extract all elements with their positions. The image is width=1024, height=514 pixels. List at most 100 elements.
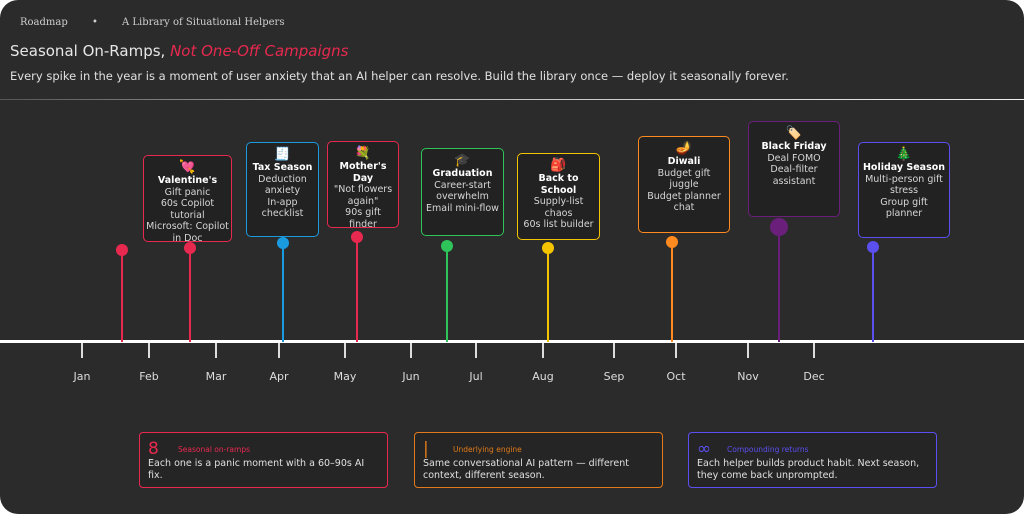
event-card: 💐 Mother's Day "Not flowers again" 90s gift … bbox=[327, 141, 399, 230]
event-line: Career-start bbox=[434, 179, 491, 191]
month-tick bbox=[613, 343, 615, 358]
event-line: assistant bbox=[772, 175, 816, 187]
page-title: Seasonal On-Ramps, Not One-Off Campaigns bbox=[10, 42, 348, 60]
event-title: Mother's Day bbox=[339, 161, 387, 184]
breadcrumb-section: A Library of Situational Helpers bbox=[122, 17, 285, 28]
stat-value: ∞ bbox=[697, 439, 712, 459]
event-line: Deduction bbox=[258, 173, 307, 185]
stat-value: | bbox=[423, 439, 429, 459]
pin-stem bbox=[282, 243, 284, 342]
month-tick bbox=[675, 343, 677, 358]
pin-dot bbox=[770, 218, 788, 236]
pin-stem bbox=[189, 248, 191, 342]
pin-dot bbox=[116, 244, 128, 256]
event-title: Holiday Season bbox=[862, 162, 946, 173]
event-line: 60s Copilot bbox=[160, 198, 215, 209]
stat-label: Underlying engine bbox=[453, 445, 522, 454]
event-card: 🧾 Tax Season Deduction anxiety In-app checkli… bbox=[246, 142, 319, 237]
event-icon: 🧾 bbox=[274, 147, 291, 162]
pin-stem bbox=[121, 250, 123, 342]
event-line: chat bbox=[673, 202, 695, 213]
event-line: "Not flowers bbox=[333, 184, 393, 195]
event-line: Deal FOMO bbox=[767, 152, 821, 164]
event-line: Group gift bbox=[880, 196, 928, 208]
pin-dot bbox=[867, 241, 879, 253]
title-main: Seasonal On-Ramps, bbox=[10, 42, 171, 60]
month-label: Sep bbox=[603, 370, 625, 383]
event-line: juggle bbox=[669, 179, 699, 190]
event-line: Supply-list bbox=[533, 196, 584, 207]
event-line: planner bbox=[885, 208, 923, 219]
event-line: 90s gift finder bbox=[345, 207, 381, 230]
event-title: Black Friday bbox=[761, 141, 827, 152]
month-label: Jun bbox=[402, 370, 420, 383]
pin-dot bbox=[184, 242, 196, 254]
month-label: Jul bbox=[469, 370, 483, 383]
event-line: overwhelm bbox=[436, 191, 489, 202]
pin-stem bbox=[356, 237, 358, 342]
pin-stem bbox=[778, 227, 780, 342]
event-line: stress bbox=[889, 185, 919, 196]
event-line: Multi-person gift bbox=[865, 173, 943, 185]
event-card: 🎄 Holiday Season Multi-person gift stress Gr… bbox=[858, 142, 950, 238]
title-accent: Not One-Off Campaigns bbox=[170, 42, 349, 60]
pin-dot bbox=[351, 231, 363, 243]
timeline-axis bbox=[0, 340, 1024, 343]
month-label: Oct bbox=[666, 370, 686, 383]
month-tick bbox=[81, 343, 83, 358]
month-label: Feb bbox=[139, 370, 159, 383]
month-label: Mar bbox=[205, 370, 227, 383]
month-label: Nov bbox=[737, 370, 759, 383]
stat-label: Seasonal on-ramps bbox=[178, 445, 250, 454]
event-title: Valentine's bbox=[157, 175, 218, 186]
event-line: In-app bbox=[267, 196, 298, 208]
event-title: Tax Season bbox=[252, 162, 313, 173]
event-card: 💘 Valentine's Gift panic 60s Copilot tutoria… bbox=[143, 155, 232, 244]
event-icon: 🎓 bbox=[454, 153, 471, 168]
month-tick bbox=[344, 343, 346, 358]
event-line: in Doc bbox=[172, 232, 203, 244]
pin-stem bbox=[547, 248, 549, 342]
pin-stem bbox=[872, 247, 874, 342]
event-icon: 🎒 bbox=[550, 158, 567, 173]
month-tick bbox=[542, 343, 544, 358]
event-line: Budget planner bbox=[647, 190, 721, 202]
event-icon: 🪔 bbox=[675, 141, 693, 156]
breadcrumb-roadmap: Roadmap bbox=[20, 17, 68, 28]
stat-card: ∞ Compounding returns Each helper builds p… bbox=[688, 432, 937, 488]
pin-dot bbox=[441, 240, 453, 252]
month-label: Aug bbox=[532, 370, 554, 383]
event-card: 🎒 Back to School Supply-list chaos 60s list … bbox=[517, 153, 600, 240]
stat-text: Each helper builds product habit. Next s… bbox=[697, 458, 920, 481]
month-tick bbox=[747, 343, 749, 358]
divider bbox=[0, 99, 1024, 100]
event-line: tutorial bbox=[170, 209, 205, 221]
event-icon: 🎄 bbox=[895, 147, 913, 162]
breadcrumb-separator: • bbox=[92, 17, 98, 28]
pin-stem bbox=[671, 242, 673, 342]
month-tick bbox=[475, 343, 477, 358]
event-line: 60s list builder bbox=[523, 219, 594, 230]
event-card: 🏷️ Black Friday Deal FOMO Deal-filter assist… bbox=[748, 121, 840, 217]
event-line: Microsoft: Copilot bbox=[146, 221, 229, 232]
month-tick bbox=[813, 343, 815, 358]
event-line: Deal-filter bbox=[770, 164, 818, 175]
page-subtitle: Every spike in the year is a moment of u… bbox=[10, 69, 789, 83]
month-label: May bbox=[333, 370, 357, 383]
month-tick bbox=[410, 343, 412, 358]
month-tick bbox=[148, 343, 150, 358]
event-line: anxiety bbox=[264, 185, 301, 196]
month-tick bbox=[278, 343, 280, 358]
event-title: Graduation bbox=[432, 168, 493, 179]
stat-text: Each one is a panic moment with a 60–90s… bbox=[148, 458, 365, 481]
event-line: chaos bbox=[544, 207, 573, 219]
event-card: 🪔 Diwali Budget gift juggle Budget planner ch… bbox=[638, 136, 730, 233]
event-title: Back to School bbox=[538, 173, 579, 196]
month-label: Dec bbox=[803, 370, 825, 383]
pin-stem bbox=[446, 246, 448, 342]
month-label: Apr bbox=[269, 370, 289, 383]
event-line: Gift panic bbox=[164, 186, 211, 198]
stat-label: Compounding returns bbox=[727, 445, 809, 454]
event-line: again" bbox=[347, 195, 379, 207]
event-title: Diwali bbox=[667, 156, 701, 167]
